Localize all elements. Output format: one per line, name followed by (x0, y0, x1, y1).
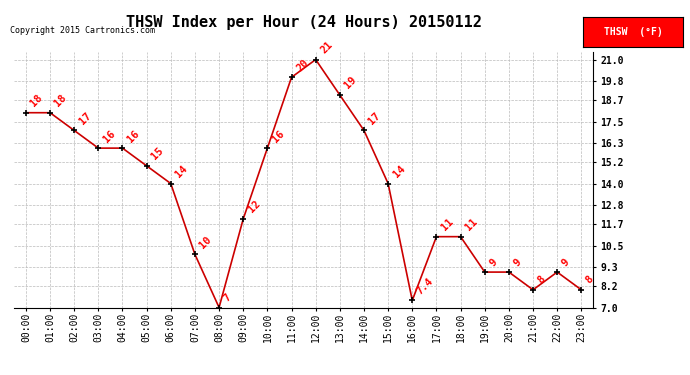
Text: Copyright 2015 Cartronics.com: Copyright 2015 Cartronics.com (10, 26, 155, 35)
Text: 11: 11 (464, 217, 480, 232)
Text: 17: 17 (77, 110, 93, 126)
Text: 18: 18 (29, 93, 45, 108)
Text: 11: 11 (440, 217, 455, 232)
Text: 19: 19 (343, 75, 359, 91)
Text: 8: 8 (536, 274, 547, 286)
Text: 10: 10 (198, 234, 214, 250)
Text: 18: 18 (53, 93, 69, 108)
Text: 7: 7 (222, 292, 233, 303)
Text: 16: 16 (270, 128, 286, 144)
Text: 9: 9 (512, 256, 523, 268)
Text: 15: 15 (150, 146, 166, 162)
Text: 9: 9 (488, 256, 499, 268)
Text: 17: 17 (367, 110, 383, 126)
Text: 7.4: 7.4 (415, 276, 435, 296)
Text: 9: 9 (560, 256, 571, 268)
Text: 14: 14 (391, 164, 407, 179)
Text: THSW  (°F): THSW (°F) (604, 27, 662, 37)
Text: 16: 16 (126, 128, 141, 144)
Text: 12: 12 (246, 199, 262, 215)
Text: 20: 20 (295, 57, 310, 73)
Text: 16: 16 (101, 128, 117, 144)
Text: 21: 21 (319, 39, 335, 56)
Text: 8: 8 (584, 274, 595, 286)
Text: THSW Index per Hour (24 Hours) 20150112: THSW Index per Hour (24 Hours) 20150112 (126, 15, 482, 30)
Text: 14: 14 (174, 164, 190, 179)
